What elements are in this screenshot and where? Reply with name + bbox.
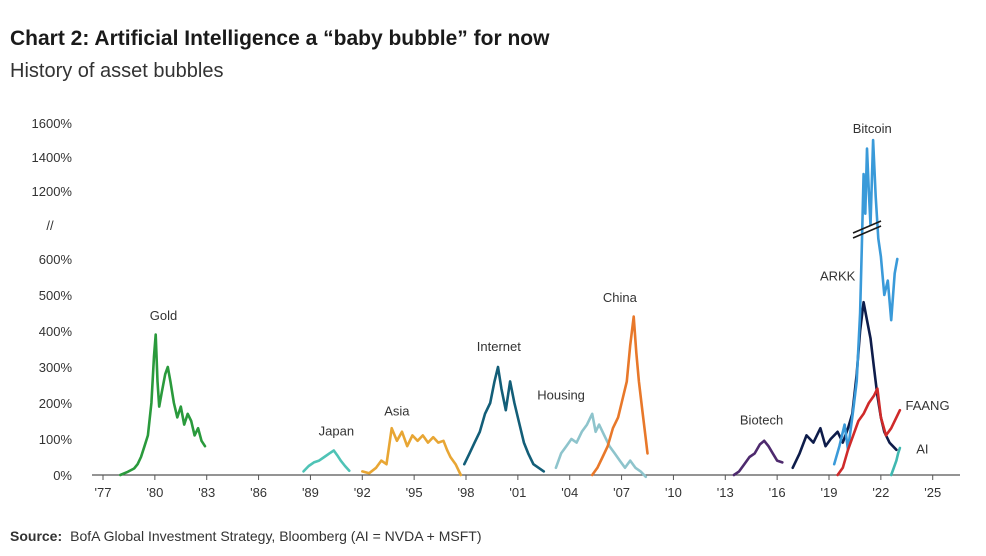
series-label-faang: FAANG xyxy=(905,398,949,413)
x-tick-label: '13 xyxy=(717,485,734,500)
series-label-china: China xyxy=(603,290,638,305)
series-label-gold: Gold xyxy=(150,308,177,323)
labels-layer: Gold Japan Asia Internet Housing China Biotech… xyxy=(150,121,950,456)
series-label-biotech: Biotech xyxy=(740,413,783,428)
x-tick-label: '10 xyxy=(665,485,682,500)
y-axis-break-symbol: // xyxy=(46,218,54,233)
series-line-biotech xyxy=(732,439,784,477)
series-layer xyxy=(119,138,902,479)
x-tick-label: '16 xyxy=(769,485,786,500)
series-line-arkk xyxy=(791,300,898,470)
series-label-bitcoin: Bitcoin xyxy=(853,121,892,136)
series-label-ai: AI xyxy=(916,441,928,456)
y-tick-label: 400% xyxy=(39,324,73,339)
y-tick-label: 300% xyxy=(39,360,73,375)
y-tick-label: 0% xyxy=(53,468,72,483)
x-tick-label: '86 xyxy=(250,485,267,500)
x-tick-label: '83 xyxy=(198,485,215,500)
series-label-internet: Internet xyxy=(477,339,521,354)
y-tick-label: 100% xyxy=(39,432,73,447)
source-note: Source: BofA Global Investment Strategy, … xyxy=(10,528,481,544)
source-text: BofA Global Investment Strategy, Bloombe… xyxy=(70,528,482,544)
y-tick-label: 600% xyxy=(39,252,73,267)
series-line-japan xyxy=(302,449,351,473)
x-tick-label: '04 xyxy=(561,485,578,500)
y-tick-label: 200% xyxy=(39,396,73,411)
series-line-china xyxy=(590,315,649,477)
series-label-arkk: ARKK xyxy=(820,269,856,284)
series-line-bitcoin xyxy=(832,138,899,466)
series-label-housing: Housing xyxy=(537,387,585,402)
chart-subtitle: History of asset bubbles xyxy=(10,60,224,82)
x-tick-label: '25 xyxy=(924,485,941,500)
series-line-gold xyxy=(119,333,207,477)
x-tick-label: '01 xyxy=(509,485,526,500)
axes-layer: '77 '80 '83 '86 '89 '92 '95 '98 '01 '04 '07 '10 '13 '… xyxy=(32,116,960,500)
bitcoin-break-mark xyxy=(852,225,882,239)
series-label-japan: Japan xyxy=(319,423,354,438)
series-line-faang xyxy=(836,387,902,477)
x-tick-label: '07 xyxy=(613,485,630,500)
x-tick-label: '95 xyxy=(406,485,423,500)
bitcoin-break-mark xyxy=(852,220,882,234)
x-tick-label: '98 xyxy=(458,485,475,500)
series-line-internet xyxy=(463,365,546,473)
x-tick-label: '22 xyxy=(872,485,889,500)
x-tick-label: '80 xyxy=(146,485,163,500)
series-line-ai xyxy=(889,446,902,477)
y-tick-label: 1600% xyxy=(32,116,73,131)
y-tick-label: 500% xyxy=(39,288,73,303)
x-tick-label: '77 xyxy=(95,485,112,500)
series-line-asia xyxy=(361,426,463,477)
source-label: Source: xyxy=(10,528,63,544)
x-tick-label: '19 xyxy=(821,485,838,500)
series-label-asia: Asia xyxy=(384,404,410,419)
x-tick-label: '92 xyxy=(354,485,371,500)
y-tick-label: 1400% xyxy=(32,150,73,165)
series-line-housing xyxy=(554,412,648,479)
y-tick-label: 1200% xyxy=(32,184,73,199)
chart-title: Chart 2: Artificial Intelligence a “baby… xyxy=(10,27,550,50)
x-tick-label: '89 xyxy=(302,485,319,500)
